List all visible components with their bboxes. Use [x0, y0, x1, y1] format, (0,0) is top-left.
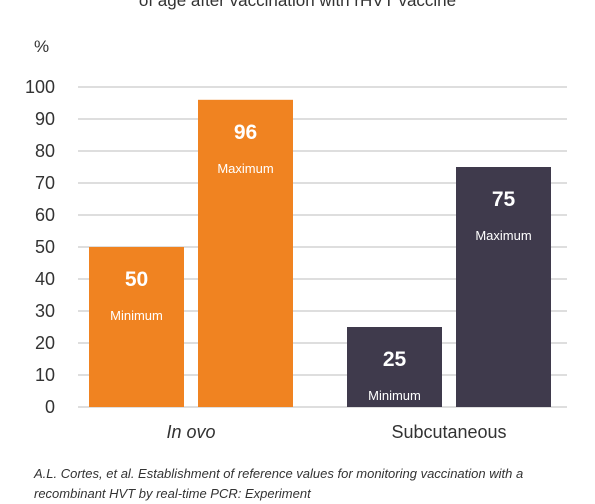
y-axis-unit-label: %	[34, 37, 49, 56]
y-tick-label: 60	[35, 205, 55, 225]
bar-chart: % 0 10 20 30 40 50 60 70 80 90 100 50 Minimum 96 Maxi…	[25, 37, 567, 442]
y-tick-label: 90	[35, 109, 55, 129]
y-tick-label: 0	[45, 397, 55, 417]
bar-in-ovo-maximum	[198, 99, 293, 408]
x-category-label: Subcutaneous	[391, 422, 506, 442]
source-caption: A.L. Cortes, et al. Establishment of ref…	[34, 466, 524, 501]
y-tick-label: 80	[35, 141, 55, 161]
bar-value-label: 50	[125, 268, 148, 291]
y-tick-label: 40	[35, 269, 55, 289]
bar-sub-label: Minimum	[110, 308, 163, 323]
bar-sub-label: Maximum	[217, 161, 273, 176]
chart-title: of age after vaccination with rHVT vacci…	[138, 0, 457, 10]
y-tick-label: 10	[35, 365, 55, 385]
bar-subcutaneous-maximum	[456, 167, 551, 407]
y-tick-label: 50	[35, 237, 55, 257]
y-tick-label: 70	[35, 173, 55, 193]
bar-value-label: 75	[492, 188, 516, 211]
x-category-label: In ovo	[166, 422, 215, 442]
y-tick-label: 30	[35, 301, 55, 321]
bar-in-ovo-minimum	[89, 247, 184, 407]
bar-sub-label: Maximum	[475, 228, 531, 243]
bar-sub-label: Minimum	[368, 388, 421, 403]
y-tick-label: 20	[35, 333, 55, 353]
bar-value-label: 25	[383, 348, 407, 371]
bar-value-label: 96	[234, 121, 257, 144]
y-tick-label: 100	[25, 77, 55, 97]
bar-subcutaneous-minimum	[347, 327, 442, 407]
